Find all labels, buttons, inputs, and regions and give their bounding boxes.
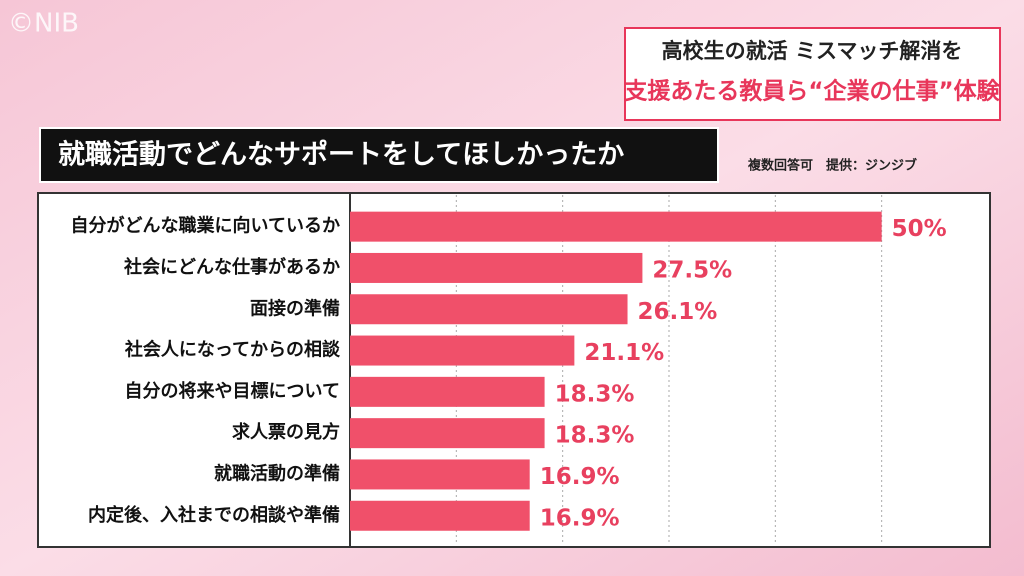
category-label: 就職活動の準備 bbox=[214, 462, 340, 484]
bar bbox=[350, 252, 643, 283]
category-label: 内定後、入社までの相談や準備 bbox=[88, 504, 340, 526]
value-label: 50% bbox=[892, 216, 947, 242]
value-label: 18.3% bbox=[555, 423, 635, 449]
bar bbox=[350, 500, 530, 531]
category-label: 求人票の見方 bbox=[232, 421, 340, 443]
plot-frame bbox=[37, 192, 991, 548]
headline-line: 支援あたる教員ら“企業の仕事”体験 bbox=[623, 78, 1000, 105]
category-label: 自分の将来や目標について bbox=[125, 380, 340, 402]
value-label: 21.1% bbox=[584, 340, 664, 366]
watermark: ©NIB bbox=[8, 9, 79, 39]
value-label: 26.1% bbox=[638, 299, 718, 325]
bar bbox=[350, 418, 545, 449]
bar bbox=[350, 294, 628, 325]
value-label: 16.9% bbox=[540, 505, 620, 531]
note: 複数回答可 提供：ジンジブ bbox=[747, 158, 917, 174]
bar bbox=[350, 376, 545, 407]
value-label: 16.9% bbox=[540, 464, 620, 490]
headline-line: 高校生の就活 ミスマッチ解消を bbox=[662, 39, 963, 63]
category-label: 社会人になってからの相談 bbox=[125, 339, 341, 361]
headline-box bbox=[624, 27, 1001, 121]
chart-title: 就職活動でどんなサポートをしてほしかったか bbox=[58, 140, 624, 171]
bar bbox=[350, 335, 575, 366]
category-label: 面接の準備 bbox=[250, 297, 340, 319]
value-label: 18.3% bbox=[555, 381, 635, 407]
title-box bbox=[39, 127, 719, 183]
bar bbox=[350, 459, 530, 490]
category-label: 社会にどんな仕事があるか bbox=[124, 256, 340, 278]
value-label: 27.5% bbox=[652, 257, 732, 283]
bar bbox=[350, 211, 882, 242]
category-label: 自分がどんな職業に向いているか bbox=[71, 215, 340, 237]
